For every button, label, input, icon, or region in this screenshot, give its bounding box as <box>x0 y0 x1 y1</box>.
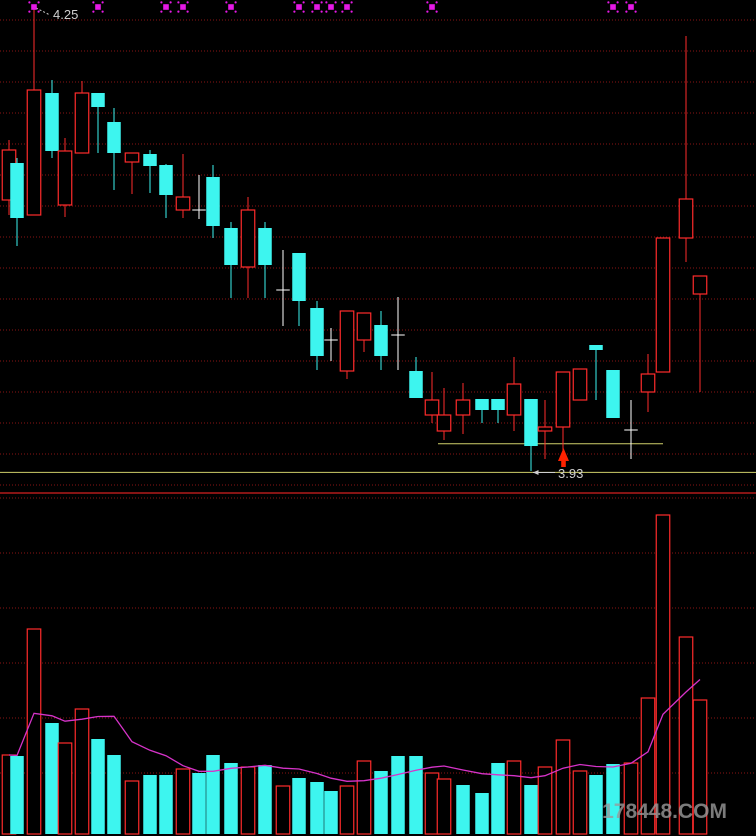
svg-text:178448.COM: 178448.COM <box>602 800 727 823</box>
svg-text:3.93: 3.93 <box>558 466 583 481</box>
svg-text:4.25: 4.25 <box>53 7 78 22</box>
